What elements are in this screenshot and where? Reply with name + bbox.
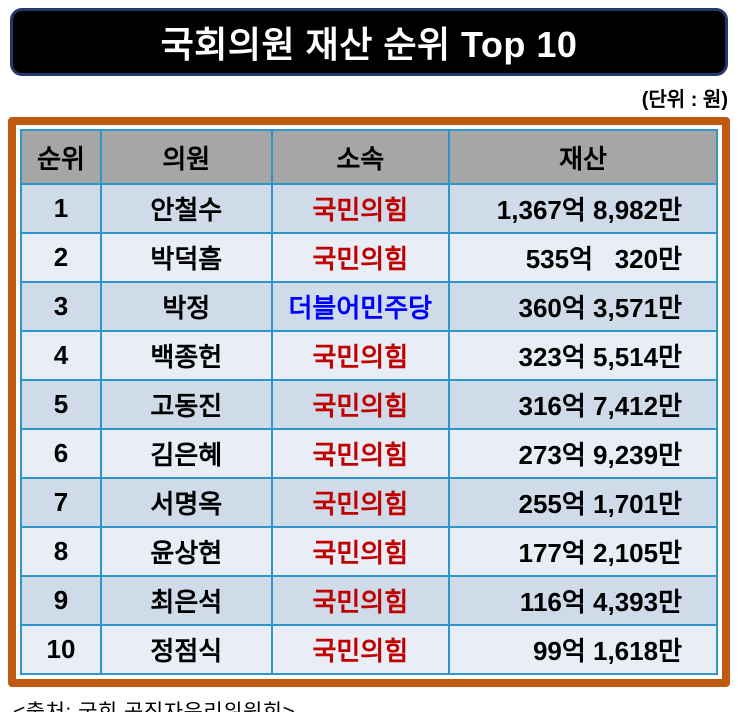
table-row: 3 박정 더블어민주당 360억 3,571만 (19, 281, 718, 332)
ranking-table: 순위 의원 소속 재산 1 안철수 국민의힘 1,367억 8,982만 2 박덕흠 국민의… (19, 129, 718, 675)
table-body: 1 안철수 국민의힘 1,367억 8,982만 2 박덕흠 국민의힘 535억 320만 3 박… (19, 183, 718, 675)
assets-cell: 535억 320만 (448, 232, 718, 283)
member-cell: 정점식 (100, 624, 273, 675)
table-row: 1 안철수 국민의힘 1,367억 8,982만 (19, 183, 718, 234)
rank-cell: 4 (19, 330, 103, 381)
table-row: 6 김은혜 국민의힘 273억 9,239만 (19, 428, 718, 479)
party-cell: 국민의힘 (270, 183, 451, 234)
member-cell: 서명옥 (100, 477, 273, 528)
member-cell: 안철수 (100, 183, 273, 234)
party-cell: 국민의힘 (270, 526, 451, 577)
party-cell: 국민의힘 (270, 477, 451, 528)
table-row: 2 박덕흠 국민의힘 535억 320만 (19, 232, 718, 283)
party-cell: 국민의힘 (270, 624, 451, 675)
assets-cell: 177억 2,105만 (448, 526, 718, 577)
page-title-bar: 국회의원 재산 순위 Top 10 (10, 8, 728, 76)
assets-cell: 316억 7,412만 (448, 379, 718, 430)
party-cell: 국민의힘 (270, 232, 451, 283)
party-cell: 국민의힘 (270, 330, 451, 381)
assets-cell: 323억 5,514만 (448, 330, 718, 381)
rank-cell: 10 (19, 624, 103, 675)
party-cell: 국민의힘 (270, 379, 451, 430)
rank-cell: 2 (19, 232, 103, 283)
member-cell: 윤상현 (100, 526, 273, 577)
member-cell: 박정 (100, 281, 273, 332)
header-row: 순위 의원 소속 재산 (19, 129, 718, 185)
page-title: 국회의원 재산 순위 Top 10 (160, 24, 578, 65)
assets-cell: 273억 9,239만 (448, 428, 718, 479)
ranking-table-frame: 순위 의원 소속 재산 1 안철수 국민의힘 1,367억 8,982만 2 박덕흠 국민의… (8, 117, 730, 687)
table-row: 8 윤상현 국민의힘 177억 2,105만 (19, 526, 718, 577)
rank-cell: 7 (19, 477, 103, 528)
source-note: <출처: 국회 공직자윤리위원회> (0, 687, 738, 712)
table-row: 7 서명옥 국민의힘 255억 1,701만 (19, 477, 718, 528)
member-cell: 최은석 (100, 575, 273, 626)
rank-cell: 5 (19, 379, 103, 430)
assets-cell: 360억 3,571만 (448, 281, 718, 332)
assets-cell: 116억 4,393만 (448, 575, 718, 626)
table-header: 순위 의원 소속 재산 (19, 129, 718, 185)
header-rank: 순위 (19, 129, 103, 185)
party-cell: 국민의힘 (270, 575, 451, 626)
header-member: 의원 (100, 129, 273, 185)
unit-label: (단위 : 원) (641, 89, 728, 111)
rank-cell: 8 (19, 526, 103, 577)
member-cell: 백종헌 (100, 330, 273, 381)
member-cell: 박덕흠 (100, 232, 273, 283)
header-party: 소속 (270, 129, 451, 185)
rank-cell: 3 (19, 281, 103, 332)
assets-cell: 255억 1,701만 (448, 477, 718, 528)
rank-cell: 6 (19, 428, 103, 479)
member-cell: 김은혜 (100, 428, 273, 479)
assets-cell: 99억 1,618만 (448, 624, 718, 675)
header-assets: 재산 (448, 129, 718, 185)
rank-cell: 1 (19, 183, 103, 234)
rank-cell: 9 (19, 575, 103, 626)
table-row: 5 고동진 국민의힘 316억 7,412만 (19, 379, 718, 430)
party-cell: 국민의힘 (270, 428, 451, 479)
assets-cell: 1,367억 8,982만 (448, 183, 718, 234)
party-cell: 더블어민주당 (270, 281, 451, 332)
member-cell: 고동진 (100, 379, 273, 430)
table-row: 9 최은석 국민의힘 116억 4,393만 (19, 575, 718, 626)
table-row: 10 정점식 국민의힘 99억 1,618만 (19, 624, 718, 675)
table-row: 4 백종헌 국민의힘 323억 5,514만 (19, 330, 718, 381)
